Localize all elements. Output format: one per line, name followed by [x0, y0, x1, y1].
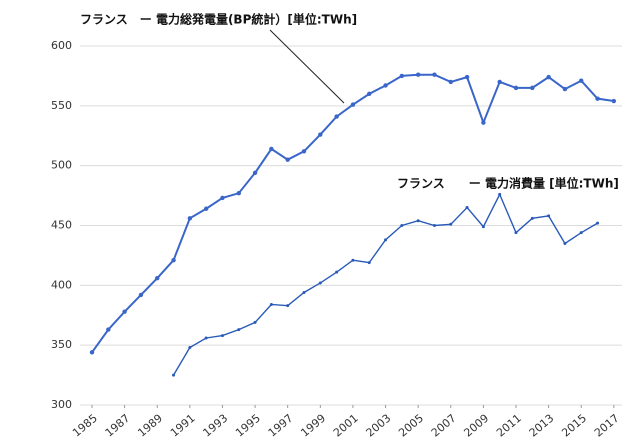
- point: [269, 146, 274, 152]
- point: [252, 170, 258, 176]
- point: [432, 72, 437, 77]
- point: [383, 83, 388, 88]
- point: [611, 98, 617, 104]
- y-tick-label: 450: [51, 219, 72, 232]
- point: [302, 291, 306, 295]
- point: [595, 96, 600, 101]
- y-tick-label: 500: [51, 159, 72, 172]
- x-tick-label: 1999: [298, 412, 328, 440]
- x-tick-label: 1997: [266, 412, 296, 440]
- x-tick-label: 2007: [429, 412, 459, 440]
- point: [481, 225, 485, 229]
- point: [562, 86, 568, 92]
- x-tick-label: 2003: [364, 412, 394, 440]
- point: [253, 320, 257, 324]
- point: [237, 328, 241, 332]
- point: [596, 221, 600, 225]
- x-tick-label: 1987: [103, 412, 133, 440]
- point: [171, 258, 176, 263]
- y-tick-label: 600: [51, 39, 72, 52]
- x-tick-label: 1995: [233, 412, 263, 440]
- point: [269, 302, 273, 306]
- x-tick-label: 1991: [168, 412, 198, 440]
- x-tick-label: 2009: [461, 412, 491, 440]
- point: [334, 114, 339, 119]
- point: [400, 224, 404, 227]
- point: [220, 334, 224, 338]
- point: [285, 157, 290, 162]
- y-tick-label: 400: [51, 278, 72, 291]
- point: [465, 206, 469, 210]
- point: [432, 224, 436, 227]
- point: [530, 216, 534, 220]
- point: [514, 231, 518, 235]
- point: [301, 149, 307, 154]
- point: [579, 231, 583, 235]
- annotation-arrow: [269, 29, 345, 104]
- point: [122, 309, 127, 314]
- x-tick-label: 2001: [331, 412, 361, 440]
- point: [220, 195, 225, 201]
- y-tick-label: 300: [51, 398, 72, 411]
- x-tick-label: 2017: [592, 412, 622, 440]
- point: [498, 192, 502, 196]
- x-tick-label: 2011: [494, 412, 524, 440]
- point: [351, 258, 355, 262]
- point: [318, 281, 322, 285]
- point: [546, 74, 551, 80]
- point: [367, 91, 372, 97]
- x-tick-label: 1989: [135, 412, 165, 440]
- point: [530, 85, 535, 91]
- point: [335, 270, 339, 274]
- point: [350, 102, 356, 107]
- point: [449, 222, 453, 226]
- point: [188, 346, 192, 350]
- point: [513, 85, 519, 91]
- point: [236, 190, 241, 196]
- point: [89, 350, 95, 355]
- point: [138, 292, 144, 298]
- point: [106, 327, 111, 332]
- point: [415, 72, 421, 77]
- point: [481, 120, 486, 125]
- point: [563, 241, 567, 245]
- series-line: [91, 73, 614, 353]
- x-tick-label: 2005: [396, 412, 426, 440]
- point: [547, 214, 551, 218]
- x-tick-label: 2015: [559, 412, 589, 440]
- point: [448, 79, 453, 85]
- series-line: [172, 192, 598, 376]
- y-tick-label: 350: [51, 338, 72, 351]
- point: [497, 79, 502, 85]
- x-tick-label: 1993: [201, 412, 231, 440]
- point: [384, 238, 388, 242]
- y-tick-label: 550: [51, 99, 72, 112]
- point: [367, 261, 371, 265]
- x-tick-label: 2013: [527, 412, 557, 440]
- point: [204, 336, 208, 340]
- series-label: フランス ー 電力消費量 [単位:TWh]: [397, 176, 619, 191]
- point: [399, 73, 405, 79]
- point: [318, 132, 323, 137]
- point: [286, 304, 290, 308]
- point: [579, 78, 584, 83]
- point: [187, 216, 193, 221]
- point: [416, 219, 420, 223]
- point: [172, 373, 176, 377]
- point: [203, 206, 209, 211]
- x-tick-label: 1985: [70, 412, 100, 440]
- point: [464, 74, 470, 80]
- point: [155, 275, 160, 281]
- series-label: フランス ー 電力総発電量(BP統計）[単位:TWh]: [80, 12, 357, 27]
